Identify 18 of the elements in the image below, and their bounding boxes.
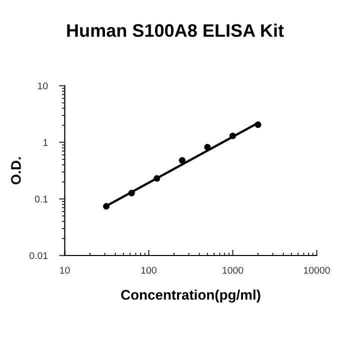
point (128, 190, 135, 196)
point (254, 121, 262, 128)
y-tick-label: 0.01 (30, 252, 48, 260)
y-axis-title: O.D. (11, 157, 21, 184)
point (103, 203, 110, 210)
chart-title: Human S100A8 ELISA Kit (67, 24, 284, 37)
y-tick-label: 0.1 (34, 196, 48, 203)
x-axis-title: Concentration(pg/ml) (121, 290, 260, 303)
x-tick-label: 10000 (304, 266, 330, 274)
y-tick-label: 10 (38, 82, 48, 90)
x-tick-label: 100 (141, 266, 156, 274)
y-tick-label: 1 (43, 139, 48, 146)
point (178, 157, 186, 164)
point (229, 132, 236, 140)
point (154, 175, 160, 182)
x-tick-label: 1000 (222, 266, 244, 274)
x-tick-label: 10 (60, 266, 70, 274)
point (204, 144, 211, 151)
